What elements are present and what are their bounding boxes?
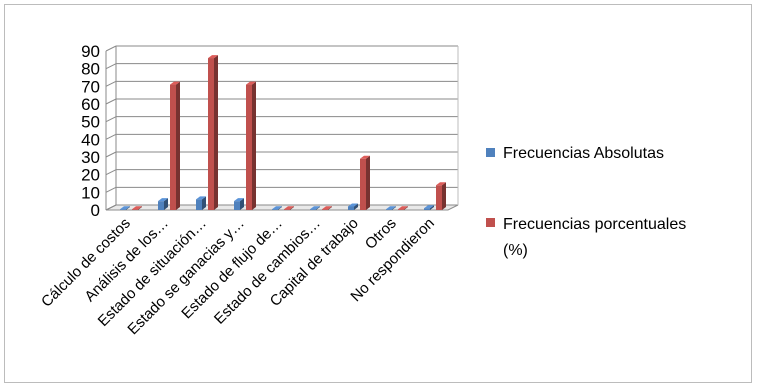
y-tick-label: 70: [81, 77, 100, 96]
bar-porcentuales: [246, 81, 256, 210]
chart-frame: [4, 4, 752, 383]
bar-porcentuales: [208, 55, 218, 210]
gridline-side: [105, 116, 117, 123]
bar-absolutas: [310, 206, 320, 210]
y-tick-label: 80: [81, 60, 100, 79]
bar-series: [120, 55, 446, 210]
gridline-side: [105, 63, 117, 70]
y-tick-label: 30: [81, 148, 100, 167]
plot-area: [105, 45, 459, 211]
bar-absolutas: [196, 196, 206, 210]
bar-porcentuales: [322, 206, 332, 210]
bar-porcentuales: [284, 206, 294, 210]
bar-porcentuales: [360, 155, 370, 210]
legend-swatch-porcentuales: [486, 218, 495, 227]
bar-absolutas: [272, 206, 282, 210]
bar-absolutas: [348, 203, 358, 210]
bar-porcentuales: [170, 81, 180, 210]
bar-absolutas: [158, 198, 168, 210]
legend: Frecuencias Absolutas Frecuencias porcen…: [486, 145, 686, 259]
bar-absolutas: [120, 206, 130, 210]
y-tick-label: 0: [91, 201, 100, 220]
gridline-side: [105, 133, 117, 140]
y-tick-label: 40: [81, 130, 100, 149]
bar-porcentuales: [398, 206, 408, 210]
gridline-side: [105, 186, 117, 193]
gridline-side: [105, 98, 117, 105]
legend-label-porcentuales-unit: (%): [503, 242, 528, 259]
y-tick-label: 50: [81, 113, 100, 132]
gridline-side: [105, 151, 117, 158]
gridline-side: [105, 45, 117, 52]
legend-label-porcentuales: Frecuencias porcentuales: [503, 216, 686, 233]
bar-absolutas: [386, 206, 396, 210]
y-tick-label: 90: [81, 42, 100, 61]
legend-label-absolutas: Frecuencias Absolutas: [503, 145, 664, 162]
bar-porcentuales: [436, 182, 446, 210]
y-tick-label: 10: [81, 183, 100, 202]
gridline-side: [105, 204, 117, 211]
bar-absolutas: [234, 198, 244, 210]
y-tick-label: 60: [81, 95, 100, 114]
bar-absolutas: [424, 205, 434, 210]
legend-swatch-absolutas: [486, 148, 495, 157]
y-tick-label: 20: [81, 166, 100, 185]
bar-porcentuales: [132, 206, 142, 210]
gridline-side: [105, 169, 117, 176]
gridline-side: [105, 80, 117, 87]
